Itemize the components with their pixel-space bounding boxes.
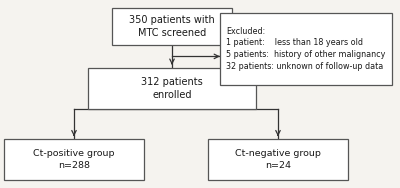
FancyBboxPatch shape	[220, 13, 392, 85]
FancyBboxPatch shape	[88, 68, 256, 109]
FancyBboxPatch shape	[112, 8, 232, 45]
Text: Ct-negative group
n=24: Ct-negative group n=24	[235, 149, 321, 170]
Text: Excluded:
1 patient:    less than 18 years old
5 patients:  history of other mal: Excluded: 1 patient: less than 18 years …	[226, 27, 385, 71]
FancyBboxPatch shape	[208, 139, 348, 180]
FancyBboxPatch shape	[4, 139, 144, 180]
Text: Ct-positive group
n=288: Ct-positive group n=288	[33, 149, 115, 170]
Text: 312 patients
enrolled: 312 patients enrolled	[141, 77, 203, 100]
Text: 350 patients with
MTC screened: 350 patients with MTC screened	[129, 15, 215, 38]
